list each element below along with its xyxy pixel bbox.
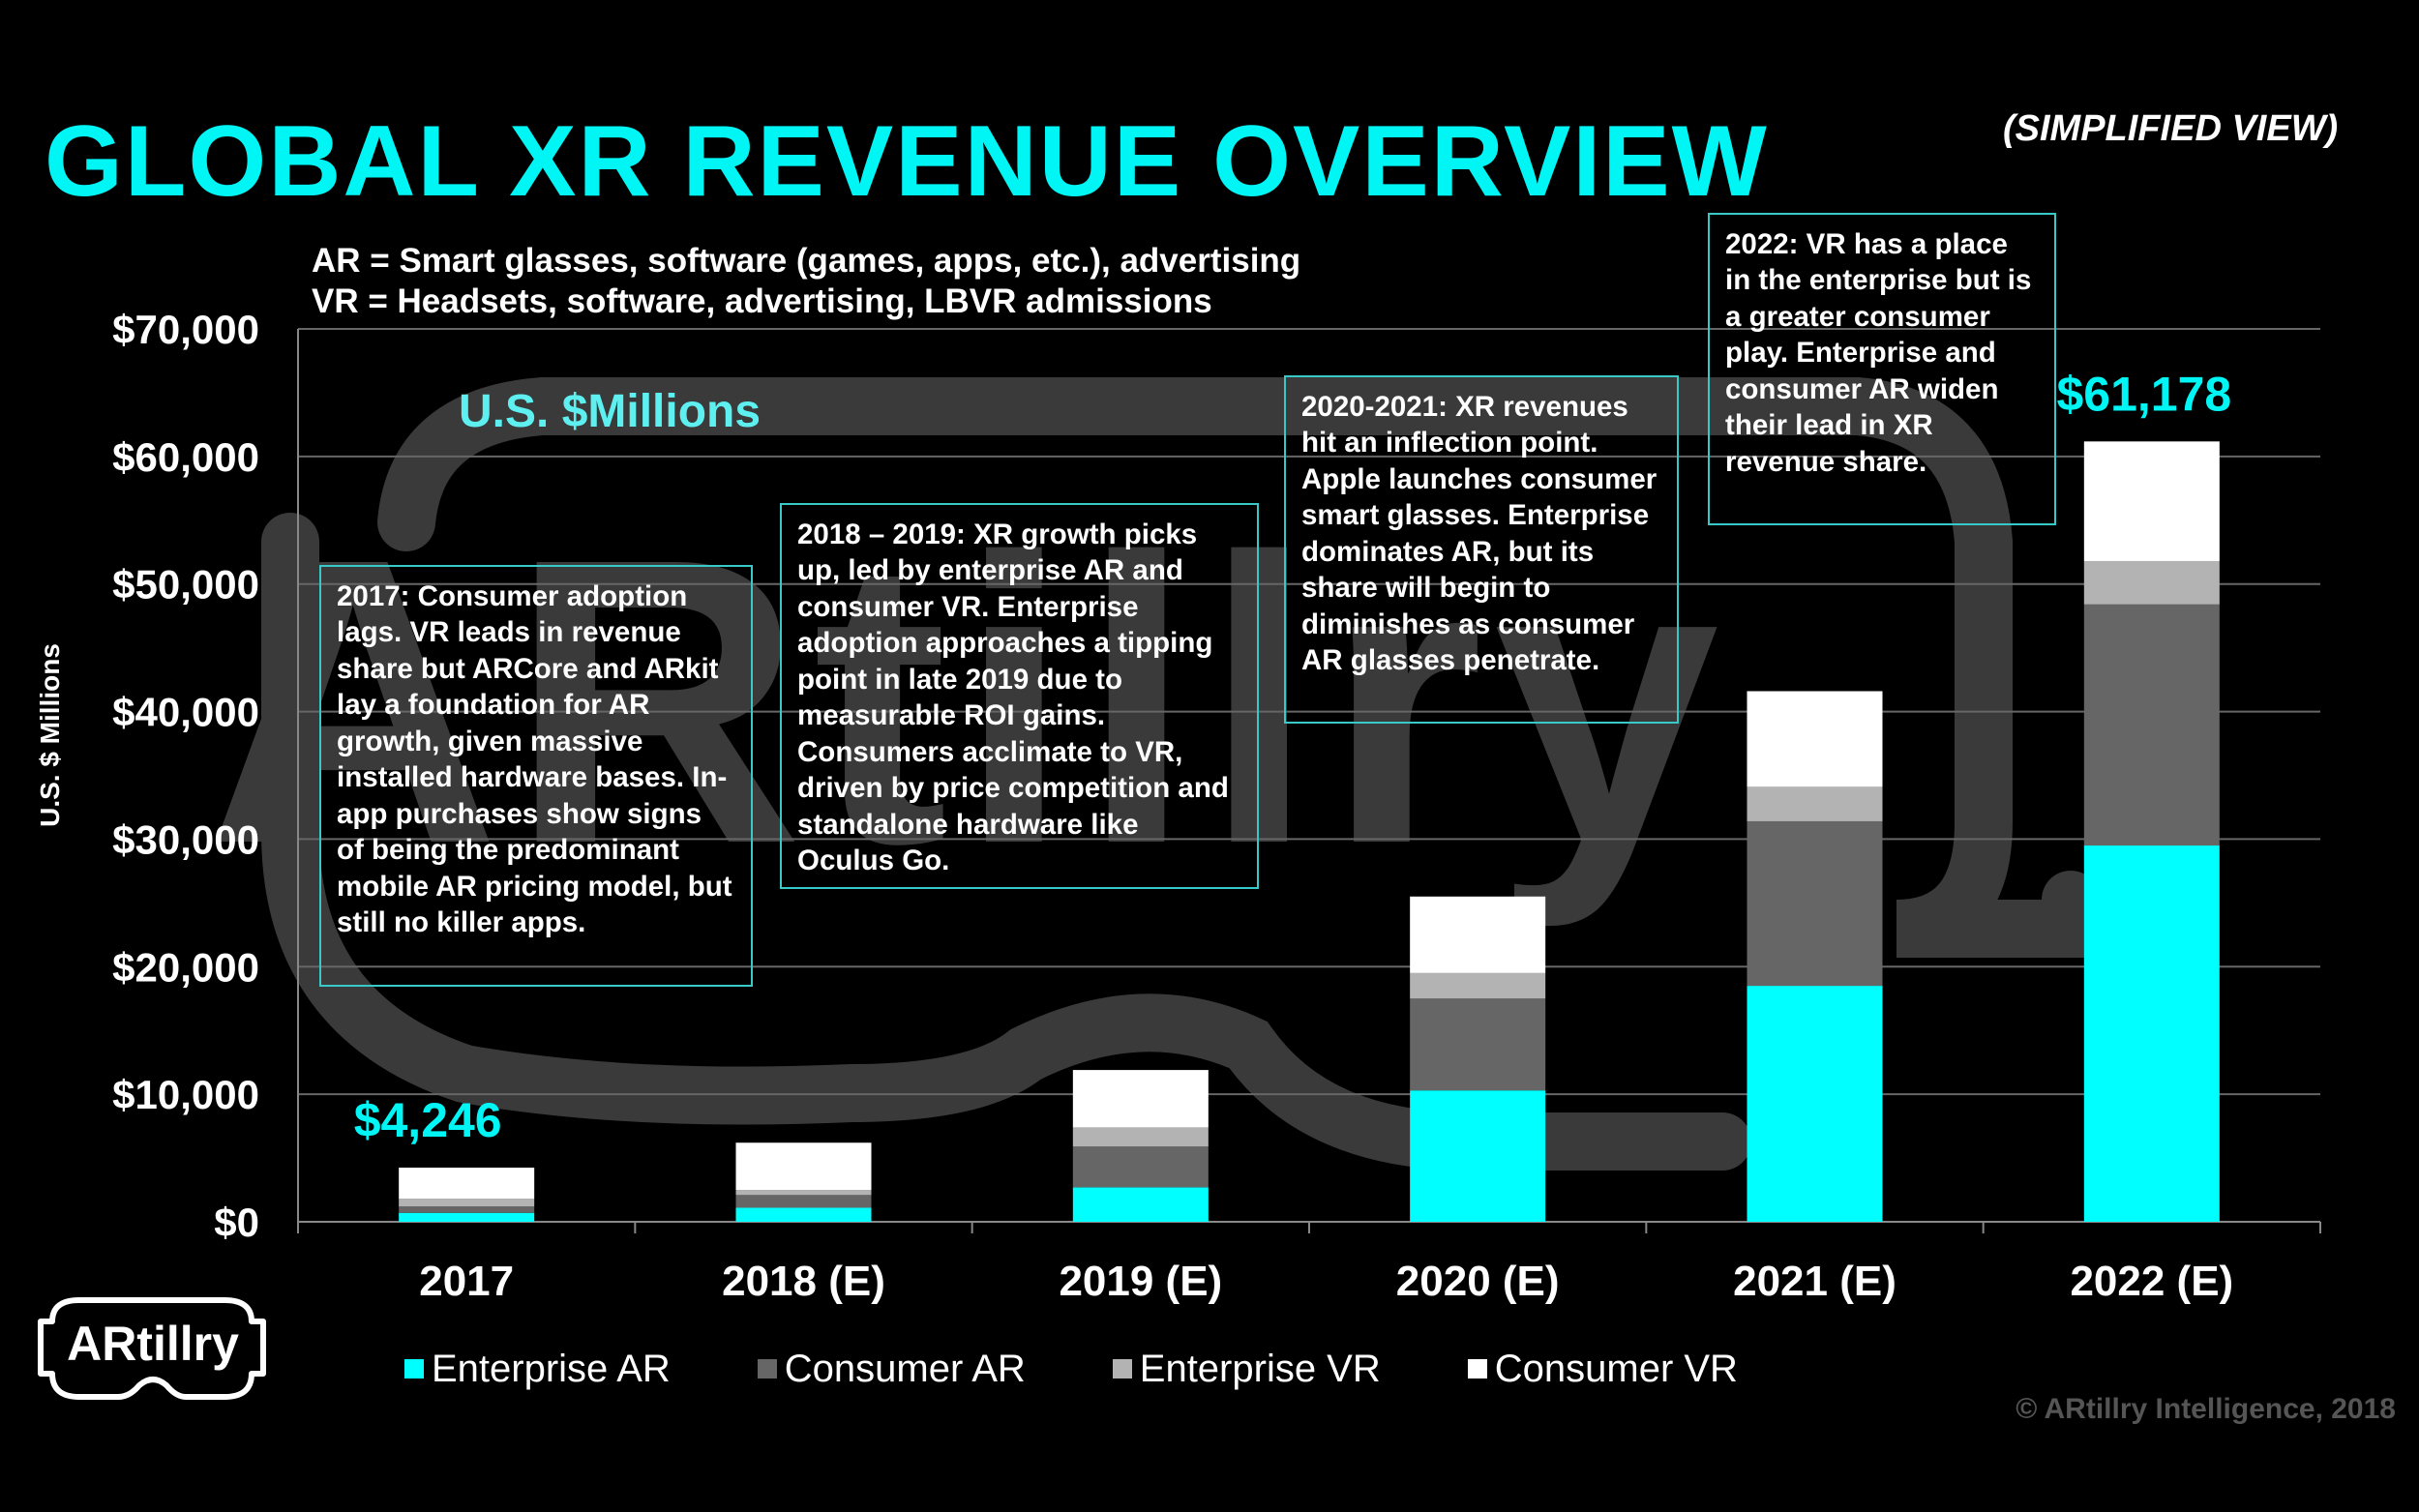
bar-segment-consumer-vr — [1410, 896, 1546, 973]
svg-text:ARtillry: ARtillry — [206, 475, 1729, 931]
x-tick-label: 2019 (E) — [1059, 1258, 1222, 1305]
bar-segment-enterprise-ar — [2083, 845, 2220, 1222]
bar-segment-enterprise-ar — [1747, 986, 1883, 1222]
legend-item: Enterprise VR — [1112, 1347, 1381, 1391]
bar-segment-consumer-ar — [399, 1206, 535, 1213]
bar-segment-enterprise-ar — [735, 1207, 872, 1222]
legend-label: Consumer AR — [784, 1347, 1026, 1390]
bar-segment-enterprise-vr — [735, 1190, 872, 1196]
x-tick-label: 2018 (E) — [722, 1258, 885, 1305]
artillry-logo-text: ARtillry — [67, 1317, 239, 1371]
legend-swatch — [757, 1359, 777, 1379]
note-2017: 2017: Consumer adoption lags. VR leads i… — [319, 565, 753, 987]
bar-segment-enterprise-vr — [399, 1199, 535, 1207]
bar-segment-enterprise-ar — [399, 1212, 535, 1222]
bar-segment-enterprise-vr — [1410, 972, 1546, 999]
bar-segment-consumer-vr — [2083, 441, 2220, 561]
legend-swatch — [1112, 1359, 1132, 1379]
bar-segment-enterprise-vr — [1072, 1127, 1209, 1147]
legend-label: Enterprise AR — [432, 1347, 671, 1390]
unit-label: U.S. $Millions — [459, 386, 762, 437]
x-tick-label: 2017 — [419, 1258, 514, 1305]
y-tick-label: $20,000 — [112, 944, 259, 990]
legend-swatch — [404, 1359, 424, 1379]
bar-segment-consumer-ar — [1072, 1146, 1209, 1188]
page-subtitle: (SIMPLIFIED VIEW) — [2003, 108, 2339, 149]
y-tick-label: $30,000 — [112, 816, 259, 862]
ar-definition: AR = Smart glasses, software (games, app… — [312, 242, 1301, 280]
copyright: © ARtillry Intelligence, 2018 — [2016, 1393, 2396, 1425]
bar-segment-enterprise-vr — [2083, 560, 2220, 605]
bar-segment-consumer-ar — [735, 1195, 872, 1208]
bar-segment-consumer-ar — [2083, 604, 2220, 846]
bar-segment-enterprise-ar — [1410, 1090, 1546, 1222]
y-tick-label: $60,000 — [112, 434, 259, 480]
y-axis-label: U.S. $ Millions — [35, 643, 65, 827]
bar-segment-enterprise-ar — [1072, 1187, 1209, 1222]
total-value-label: $4,246 — [354, 1093, 502, 1147]
chart-legend: Enterprise AR Consumer AR Enterprise VR Con… — [404, 1345, 1825, 1393]
note-2018-2019: 2018 – 2019: XR growth picks up, led by … — [780, 503, 1259, 889]
legend-item: Consumer VR — [1467, 1347, 1738, 1391]
legend-item: Enterprise AR — [404, 1348, 671, 1391]
legend-swatch — [1467, 1359, 1487, 1379]
artillry-logo — [38, 1297, 266, 1400]
x-tick-label: 2022 (E) — [2070, 1258, 2233, 1305]
legend-label: Consumer VR — [1494, 1347, 1738, 1390]
bar-segment-enterprise-vr — [1747, 786, 1883, 821]
bar-segment-consumer-vr — [735, 1142, 872, 1191]
bar-segment-consumer-vr — [1072, 1070, 1209, 1128]
bar-segment-consumer-vr — [399, 1168, 535, 1200]
x-tick-label: 2020 (E) — [1396, 1258, 1560, 1305]
bar-segment-consumer-ar — [1410, 998, 1546, 1091]
y-tick-label: $40,000 — [112, 690, 259, 735]
note-2022: 2022: VR has a place in the enterprise b… — [1708, 213, 2056, 525]
legend-label: Enterprise VR — [1139, 1347, 1381, 1390]
x-tick-label: 2021 (E) — [1733, 1258, 1896, 1305]
vr-definition: VR = Headsets, software, advertising, LB… — [312, 282, 1212, 320]
total-value-label: $61,178 — [2056, 367, 2231, 421]
bar-segment-consumer-vr — [1747, 691, 1883, 787]
y-tick-label: $50,000 — [112, 562, 259, 608]
y-tick-label: $0 — [214, 1200, 259, 1245]
legend-item: Consumer AR — [757, 1347, 1026, 1391]
bar-segment-consumer-ar — [1747, 820, 1883, 987]
page-title: GLOBAL XR REVENUE OVERVIEW — [45, 105, 1769, 218]
y-tick-label: $70,000 — [112, 307, 259, 352]
note-2020-2021: 2020-2021: XR revenues hit an inflection… — [1284, 375, 1679, 724]
y-tick-label: $10,000 — [112, 1072, 259, 1117]
